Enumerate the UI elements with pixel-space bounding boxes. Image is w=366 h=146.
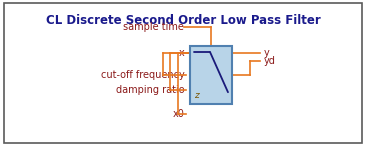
Text: x0: x0 — [172, 109, 184, 119]
Text: sample time: sample time — [123, 22, 184, 32]
Text: damping ratio: damping ratio — [116, 85, 184, 95]
Text: yd: yd — [264, 56, 276, 66]
FancyBboxPatch shape — [190, 46, 232, 104]
Text: cut-off frequency: cut-off frequency — [101, 70, 184, 80]
Text: y: y — [264, 48, 269, 59]
Text: x: x — [179, 48, 184, 59]
Text: CL Discrete Second Order Low Pass Filter: CL Discrete Second Order Low Pass Filter — [46, 14, 320, 27]
Text: z: z — [194, 91, 199, 100]
